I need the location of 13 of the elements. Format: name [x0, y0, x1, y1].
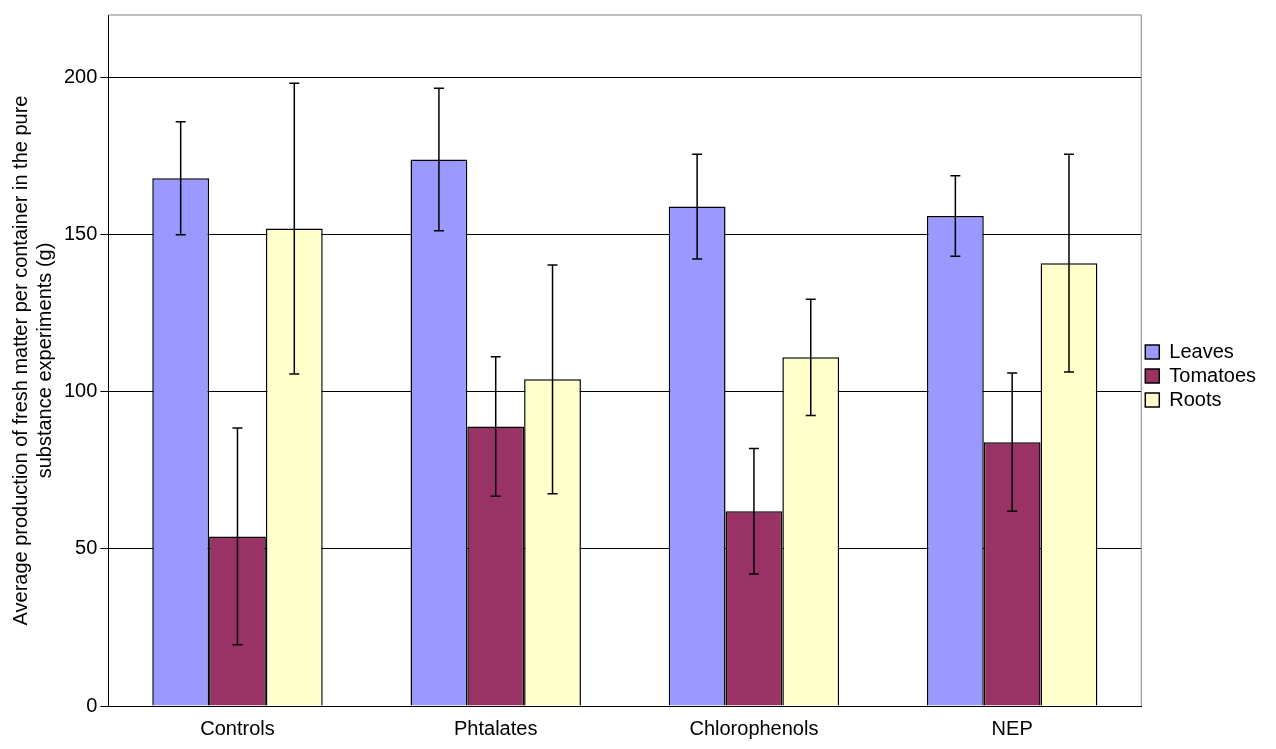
x-tick-label: Chlorophenols [689, 716, 819, 739]
y-tick-label: 200 [63, 65, 98, 88]
y-tick-label: 0 [86, 693, 98, 716]
y-tick-label: 150 [63, 222, 98, 245]
x-tick-label: Controls [200, 716, 275, 739]
y-axis-title: Average production of fresh matter per container in the pure substance experiments (g) [8, 95, 55, 626]
legend-label: Tomatoes [1169, 363, 1257, 386]
x-tick-label: NEP [991, 716, 1033, 739]
x-tick-label: Phtalates [454, 716, 538, 739]
y-tick-label: 50 [75, 536, 98, 559]
legend-label: Leaves [1169, 339, 1234, 362]
legend-label: Roots [1169, 387, 1222, 410]
y-tick-label: 100 [63, 379, 98, 402]
